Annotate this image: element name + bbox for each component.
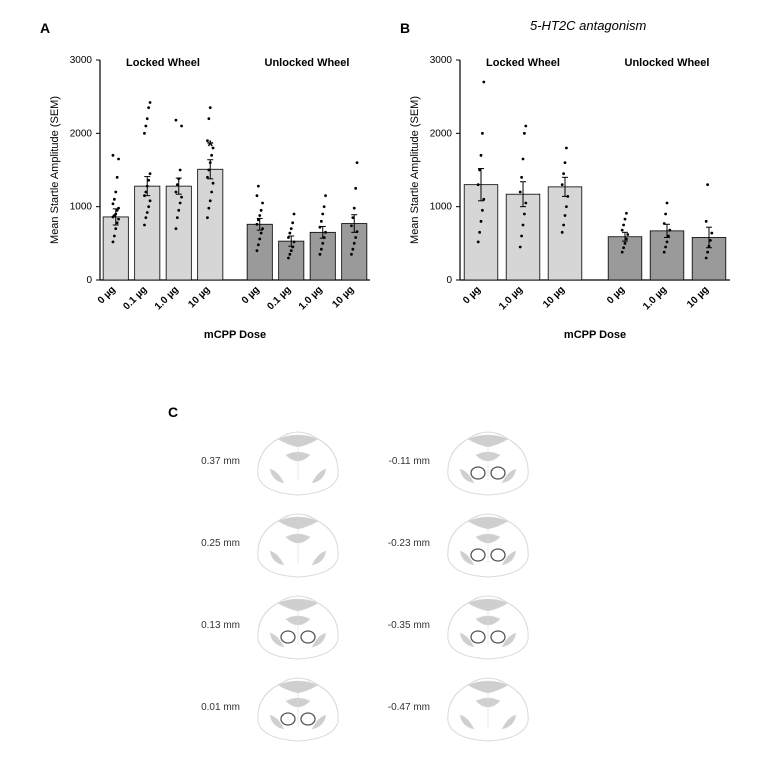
svg-text:0.1 µg: 0.1 µg <box>121 284 149 312</box>
brain-section-label-left: 0.01 mm <box>180 702 240 713</box>
svg-text:mCPP Dose: mCPP Dose <box>564 329 626 341</box>
svg-text:0.1 µg: 0.1 µg <box>265 284 293 312</box>
panel-a-label: A <box>40 20 50 36</box>
svg-text:Unlocked Wheel: Unlocked Wheel <box>265 57 350 69</box>
svg-text:Mean Startle Amplitude (SEM): Mean Startle Amplitude (SEM) <box>409 96 421 244</box>
svg-text:*: * <box>207 139 214 156</box>
brain-section-right <box>438 667 538 747</box>
svg-text:0 µg: 0 µg <box>461 284 483 306</box>
svg-text:Locked Wheel: Locked Wheel <box>126 57 200 69</box>
brain-section-right <box>438 421 538 501</box>
svg-text:mCPP Dose: mCPP Dose <box>204 329 266 341</box>
svg-text:0: 0 <box>86 275 92 286</box>
svg-text:1000: 1000 <box>430 202 453 213</box>
brain-section-label-right: -0.35 mm <box>370 620 430 631</box>
svg-text:0 µg: 0 µg <box>96 284 118 306</box>
panel-b-label: B <box>400 20 410 36</box>
chart-a: 0 1000 2000 3000 Mean Startle Amplitude (SEM… <box>40 40 380 385</box>
brain-section-left <box>248 667 348 747</box>
brain-section-left <box>248 503 348 583</box>
svg-text:10 µg: 10 µg <box>330 284 356 310</box>
brain-section-label-left: 0.37 mm <box>180 456 240 467</box>
svg-text:1000: 1000 <box>70 202 93 213</box>
svg-text:1.0 µg: 1.0 µg <box>297 284 325 312</box>
brain-row: 0.01 mm -0.47 mm <box>180 666 600 748</box>
svg-text:0 µg: 0 µg <box>605 284 627 306</box>
svg-text:0 µg: 0 µg <box>240 284 262 306</box>
svg-text:10 µg: 10 µg <box>685 284 711 310</box>
svg-text:3000: 3000 <box>70 55 93 66</box>
svg-text:10 µg: 10 µg <box>541 284 567 310</box>
brain-section-right <box>438 585 538 665</box>
panel-b-title: 5-HT2C antagonism <box>530 18 646 33</box>
brain-section-label-right: -0.47 mm <box>370 702 430 713</box>
chart-b: 0 1000 2000 3000 Mean Startle Amplitude (SEM… <box>400 40 740 385</box>
brain-section-label-right: -0.23 mm <box>370 538 430 549</box>
svg-text:1.0 µg: 1.0 µg <box>497 284 525 312</box>
svg-text:2000: 2000 <box>70 128 93 139</box>
brain-section-left <box>248 585 348 665</box>
brain-sections-grid: 0.37 mm -0.11 mm 0.25 mm -0.23 mm <box>180 420 600 748</box>
panel-c-label: C <box>168 404 178 420</box>
svg-text:2000: 2000 <box>430 128 453 139</box>
svg-text:Mean Startle Amplitude (SEM): Mean Startle Amplitude (SEM) <box>49 96 61 244</box>
svg-text:1.0 µg: 1.0 µg <box>641 284 669 312</box>
brain-row: 0.25 mm -0.23 mm <box>180 502 600 584</box>
brain-row: 0.13 mm -0.35 mm <box>180 584 600 666</box>
brain-section-label-right: -0.11 mm <box>370 456 430 467</box>
svg-text:Locked Wheel: Locked Wheel <box>486 57 560 69</box>
brain-row: 0.37 mm -0.11 mm <box>180 420 600 502</box>
svg-text:3000: 3000 <box>430 55 453 66</box>
svg-text:1.0 µg: 1.0 µg <box>153 284 181 312</box>
svg-text:Unlocked Wheel: Unlocked Wheel <box>625 57 710 69</box>
svg-text:10 µg: 10 µg <box>186 284 212 310</box>
brain-section-label-left: 0.13 mm <box>180 620 240 631</box>
brain-section-right <box>438 503 538 583</box>
brain-section-left <box>248 421 348 501</box>
brain-section-label-left: 0.25 mm <box>180 538 240 549</box>
svg-text:0: 0 <box>446 275 452 286</box>
